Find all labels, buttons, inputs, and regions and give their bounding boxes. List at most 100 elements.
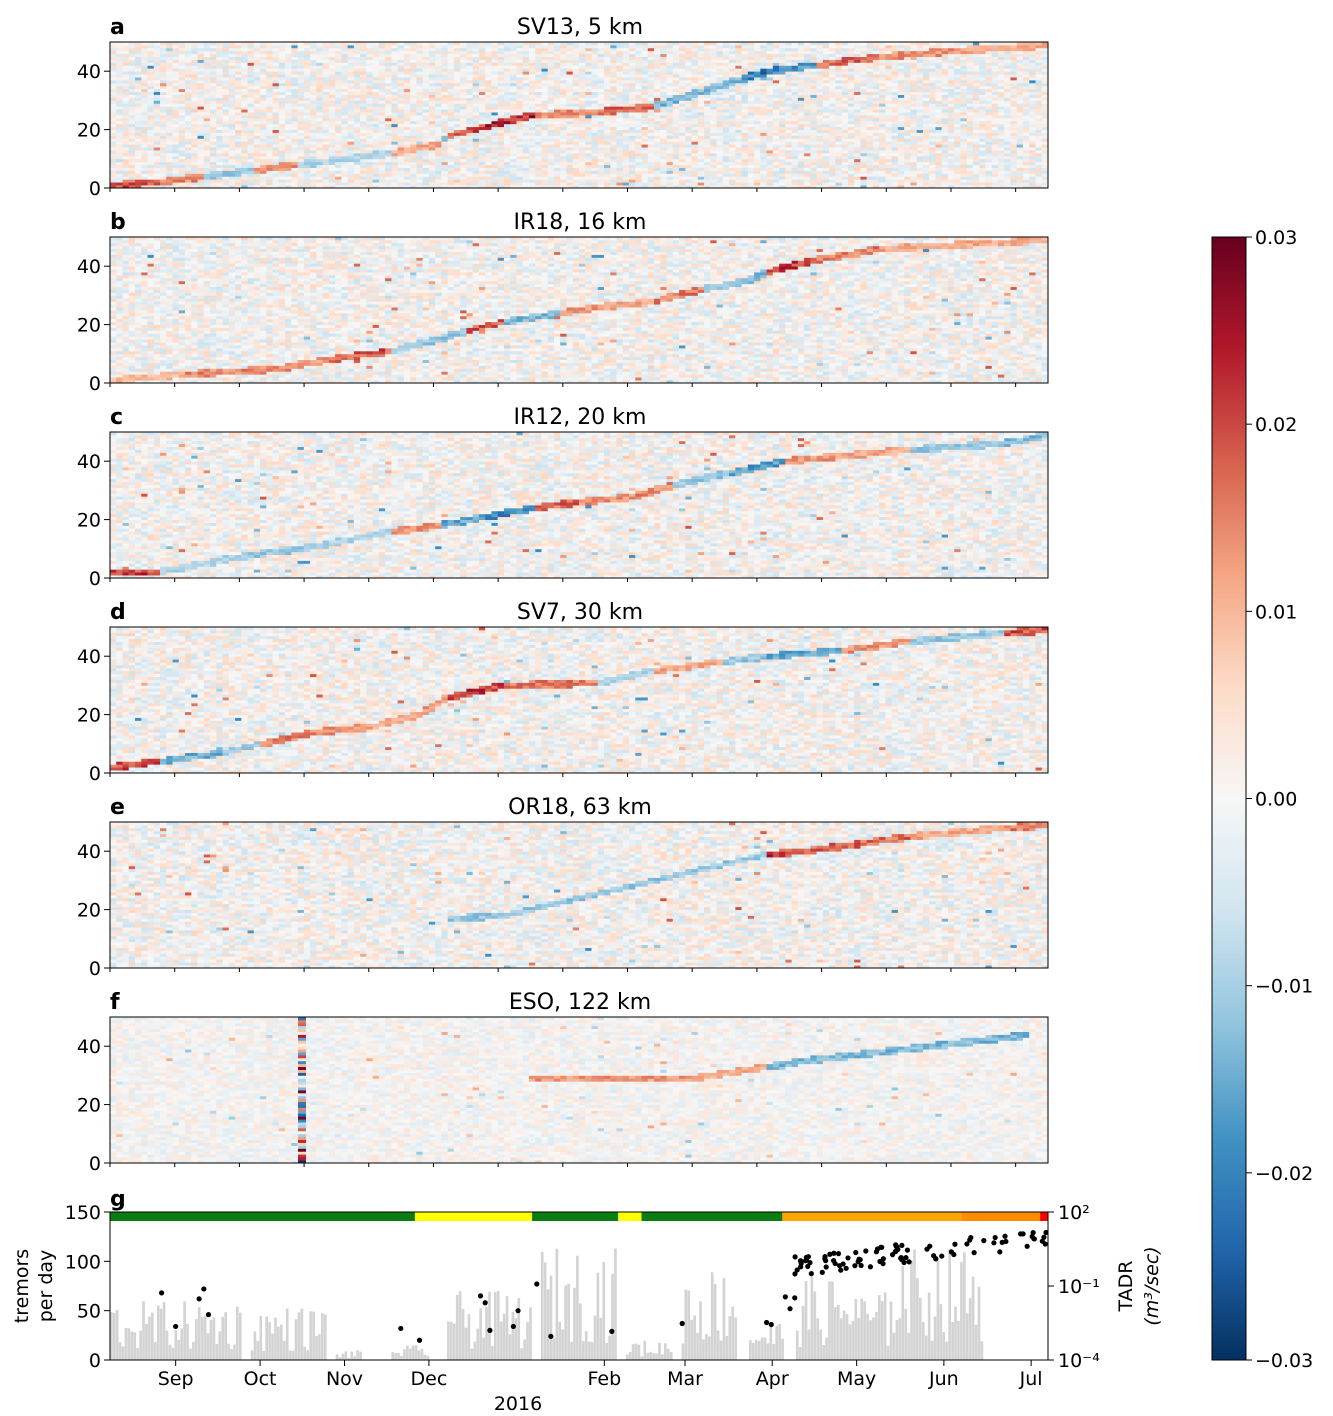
heatmap-cell (241, 168, 248, 171)
heatmap-cell (248, 60, 255, 63)
heatmap-cell (379, 103, 386, 106)
heatmap-cell (254, 176, 261, 179)
heatmap-cell (416, 176, 423, 179)
heatmap-cell (173, 89, 180, 92)
heatmap-cell (429, 138, 436, 141)
heatmap-cell (304, 57, 311, 60)
heatmap-cell (441, 106, 448, 109)
heatmap-cell (235, 86, 242, 89)
heatmap-cell (198, 112, 205, 115)
heatmap-cell (354, 48, 361, 51)
heatmap-cell (348, 159, 355, 162)
heatmap-cell (354, 65, 361, 68)
heatmap-cell (273, 62, 280, 65)
heatmap-cell (123, 144, 130, 147)
heatmap-cell (248, 68, 255, 71)
heatmap-cell (148, 153, 155, 156)
heatmap-cell (241, 65, 248, 68)
heatmap-cell (166, 133, 173, 136)
heatmap-cell (310, 162, 317, 165)
heatmap-cell (423, 109, 430, 112)
heatmap-cell (348, 83, 355, 86)
heatmap-cell (229, 165, 236, 168)
heatmap-cell (460, 80, 467, 83)
heatmap-cell (185, 179, 192, 182)
heatmap-cell (491, 156, 498, 159)
heatmap-cell (335, 112, 342, 115)
heatmap-cell (348, 74, 355, 77)
heatmap-cell (341, 71, 348, 74)
heatmap-cell (166, 83, 173, 86)
heatmap-cell (273, 92, 280, 95)
heatmap-cell (391, 130, 398, 133)
heatmap-cell (366, 170, 373, 173)
heatmap-cell (235, 170, 242, 173)
heatmap-cell (366, 97, 373, 100)
heatmap-cell (204, 86, 211, 89)
heatmap-cell (304, 54, 311, 57)
heatmap-cell (398, 115, 405, 118)
heatmap-cell (448, 54, 455, 57)
heatmap-cell (310, 62, 317, 65)
heatmap-cell (129, 65, 136, 68)
heatmap-cell (323, 54, 330, 57)
heatmap-cell (185, 144, 192, 147)
heatmap-cell (454, 141, 461, 144)
heatmap-cell (185, 77, 192, 80)
heatmap-cell (285, 182, 292, 185)
heatmap-cell (398, 182, 405, 185)
heatmap-cell (198, 168, 205, 171)
heatmap-cell (398, 71, 405, 74)
heatmap-cell (485, 170, 492, 173)
heatmap-cell (354, 150, 361, 153)
heatmap-cell (198, 156, 205, 159)
heatmap-cell (260, 62, 267, 65)
heatmap-cell (260, 176, 267, 179)
heatmap-cell (185, 150, 192, 153)
heatmap-cell (241, 173, 248, 176)
heatmap-cell (198, 89, 205, 92)
heatmap-cell (435, 156, 442, 159)
heatmap-cell (154, 182, 161, 185)
heatmap-cell (366, 141, 373, 144)
heatmap-cell (223, 135, 230, 138)
heatmap-cell (360, 168, 367, 171)
heatmap-cell (335, 48, 342, 51)
heatmap-cell (154, 121, 161, 124)
heatmap-cell (391, 74, 398, 77)
heatmap-cell (273, 100, 280, 103)
heatmap-cell (329, 97, 336, 100)
heatmap-cell (154, 124, 161, 127)
heatmap-cell (185, 62, 192, 65)
heatmap-cell (135, 173, 142, 176)
heatmap-cell (110, 115, 117, 118)
heatmap-cell (298, 141, 305, 144)
heatmap-cell (160, 109, 167, 112)
heatmap-cell (485, 182, 492, 185)
heatmap-cell (454, 68, 461, 71)
heatmap-cell (473, 112, 480, 115)
heatmap-cell (416, 179, 423, 182)
heatmap-cell (260, 95, 267, 98)
heatmap-cell (198, 162, 205, 165)
heatmap-cell (391, 71, 398, 74)
heatmap-cell (216, 68, 223, 71)
heatmap-cell (379, 60, 386, 63)
heatmap-cell (273, 147, 280, 150)
heatmap-cell (410, 176, 417, 179)
heatmap-cell (479, 45, 486, 48)
heatmap-cell (304, 135, 311, 138)
heatmap-cell (304, 179, 311, 182)
heatmap-cell (141, 159, 148, 162)
heatmap-cell (373, 141, 380, 144)
heatmap-cell (341, 144, 348, 147)
heatmap-cell (379, 159, 386, 162)
heatmap-cell (460, 65, 467, 68)
heatmap-cell (479, 62, 486, 65)
heatmap-cell (498, 159, 505, 162)
heatmap-cell (423, 165, 430, 168)
heatmap-cell (110, 150, 117, 153)
heatmap-cell (173, 80, 180, 83)
heatmap-cell (260, 103, 267, 106)
heatmap-cell (348, 106, 355, 109)
